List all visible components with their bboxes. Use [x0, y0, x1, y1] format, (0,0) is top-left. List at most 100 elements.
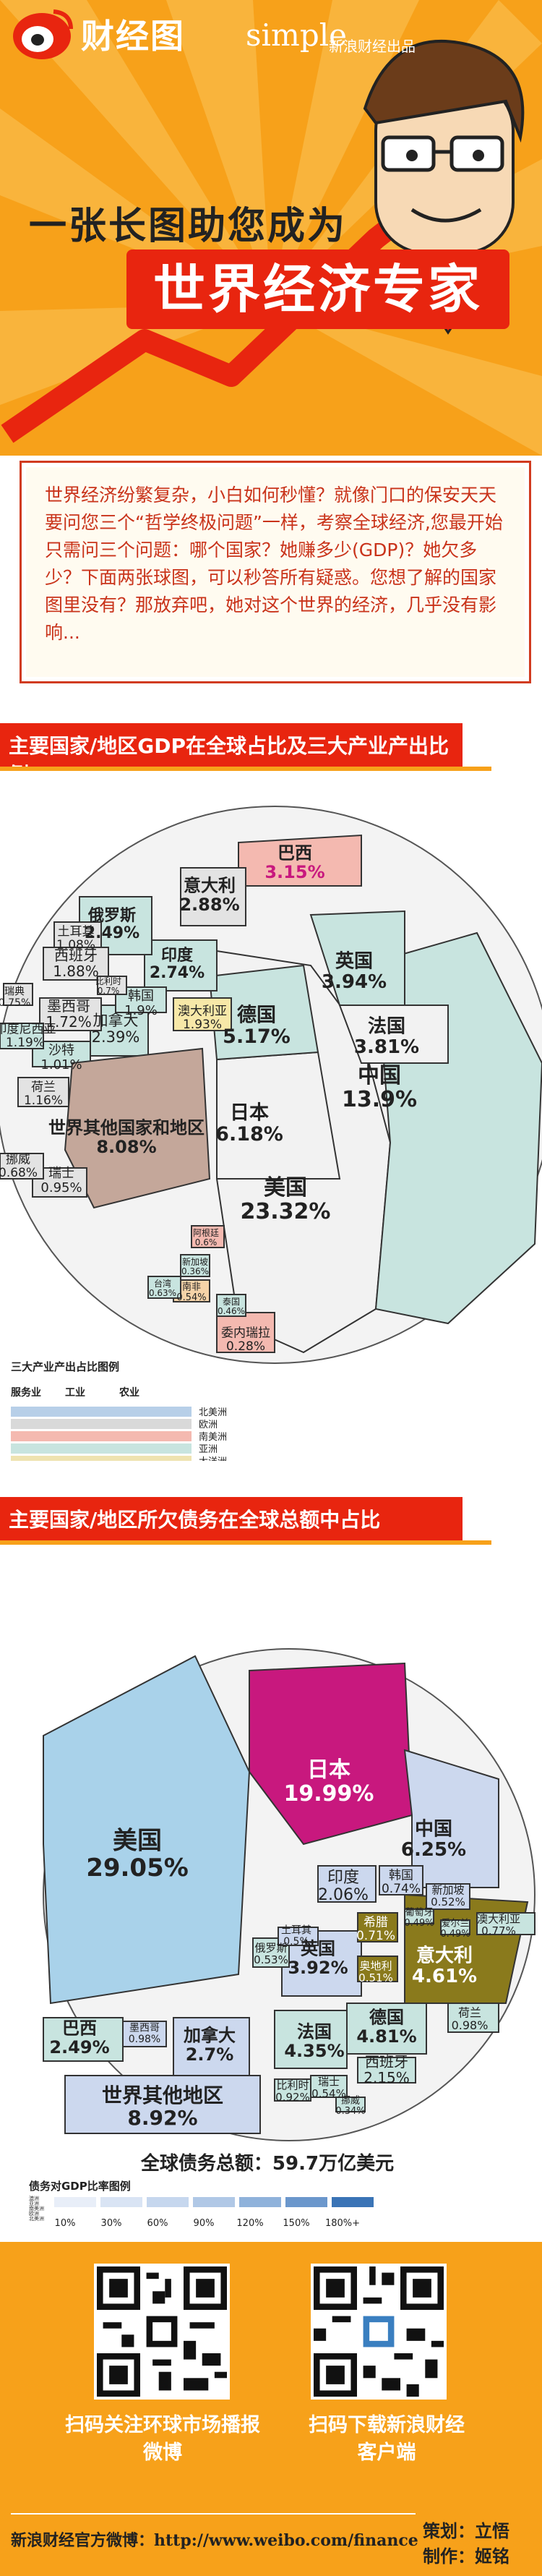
debt-cell-15	[357, 1912, 398, 1942]
debt-label-10: 世界其他地区	[102, 2084, 223, 2107]
gdp-cell-26	[216, 1294, 246, 1317]
intro-box: 世界经济纷繁复杂，小白如何秒懂？就像门口的保安天天要问您三个“哲学终极问题”一样…	[22, 463, 529, 681]
debt-value-18: 0.53%	[254, 1953, 288, 1966]
gdp-label-16: 土耳其	[58, 924, 95, 939]
gdp-label-21: 印度尼西亚	[0, 1022, 56, 1036]
debt-cell-22	[357, 1956, 398, 1982]
gdp-value-4: 3.94%	[322, 971, 387, 993]
debt-legend-swatch-1	[100, 2197, 142, 2207]
gdp-label-7: 意大利	[184, 876, 236, 896]
gdp-label-28: 新加坡	[182, 1256, 208, 1267]
debt-label-16: 荷兰	[458, 2005, 481, 2019]
sina-logo-icon	[13, 9, 73, 59]
gdp-legend-title: 三大产业产出占比图例	[11, 1360, 119, 1373]
debt-value-7: 2.15%	[364, 2069, 410, 2086]
debt-value-8: 2.7%	[186, 2044, 234, 2065]
planner-label: 策划：立悟	[423, 2521, 509, 2541]
gdp-value-20: 0.75%	[0, 997, 30, 1009]
gdp-cell-24	[97, 976, 127, 995]
gdp-label-24: 比利时	[95, 976, 121, 986]
debt-legend-swatch-2	[147, 2197, 189, 2207]
debt-value-19: 0.5%	[283, 1936, 309, 1948]
debt-label-20: 葡萄牙	[405, 1908, 433, 1919]
debt-legend-swatch-5	[285, 2197, 327, 2207]
debt-value-11: 2.06%	[318, 1886, 369, 1904]
debt-value-2: 6.25%	[401, 1839, 466, 1861]
section1-title: 主要国家/地区GDP在全球占比及三大产业产出比例	[9, 734, 449, 787]
gdp-value-21: 1.19%	[6, 1036, 45, 1050]
gdp-value-10: 2.39%	[92, 1028, 140, 1046]
debt-value-25: 0.34%	[335, 2106, 365, 2117]
brand-subtitle: simple	[246, 17, 347, 53]
gdp-label-2: 日本	[230, 1101, 269, 1124]
debt-label-6: 法国	[297, 2022, 332, 2042]
debt-legend-title: 债务对GDP比率图例	[29, 2180, 131, 2193]
gdp-label-11: 澳大利亚	[178, 1004, 227, 1018]
gdp-label-5: 法国	[368, 1015, 405, 1037]
gdp-value-24: 0.7%	[98, 986, 120, 996]
debt-legend-tick-5: 150%	[283, 2218, 309, 2229]
debt-cell-14	[476, 1912, 535, 1935]
debt-value-5: 4.81%	[356, 2026, 416, 2047]
gdp-value-7: 2.88%	[179, 895, 239, 915]
qr-code-app-icon[interactable]	[311, 2264, 447, 2400]
debt-cell-21	[440, 1919, 470, 1935]
gdp-value-29: 0.6%	[195, 1237, 218, 1248]
debt-label-1: 日本	[307, 1757, 350, 1783]
debt-cell-7	[357, 2057, 416, 2084]
debt-label-13: 新加坡	[431, 1884, 464, 1897]
debt-value-6: 4.35%	[284, 2041, 344, 2061]
gdp-legend-col-2: 农业	[119, 1386, 139, 1399]
debt-label-25: 挪威	[341, 2096, 360, 2107]
gdp-label-22: 挪威	[6, 1152, 30, 1167]
gdp-value-13: 1.88%	[53, 963, 99, 980]
qr-code-weibo-icon[interactable]	[94, 2264, 230, 2400]
gdp-value-23: 0.54%	[176, 1292, 206, 1303]
gdp-label-6: 巴西	[278, 843, 312, 863]
weibo-url-link[interactable]: http://www.weibo.com/finance	[154, 2531, 418, 2550]
gdp-value-5: 3.81%	[354, 1036, 419, 1058]
debt-value-23: 0.54%	[311, 2087, 346, 2100]
section1-underline	[0, 767, 491, 771]
gdp-cell-11	[173, 997, 232, 1031]
gdp-cell-28	[180, 1254, 210, 1277]
debt-label-24: 比利时	[276, 2079, 309, 2092]
debt-label-11: 印度	[327, 1869, 359, 1887]
gdp-value-3: 5.17%	[223, 1025, 291, 1048]
weibo-label: 新浪财经官方微博：	[11, 2532, 155, 2550]
debt-cell-19	[278, 1927, 319, 1946]
gdp-cell-25	[216, 1312, 275, 1353]
debt-legend-swatch-3	[193, 2197, 235, 2207]
debt-label-12: 韩国	[389, 1868, 413, 1882]
gdp-label-10: 加拿大	[93, 1012, 139, 1029]
gdp-legend-swatch-4	[11, 1456, 192, 1461]
debt-cell-9	[43, 2017, 124, 2062]
debt-label-17: 墨西哥	[129, 2023, 160, 2034]
debt-legend-swatch-0	[54, 2197, 96, 2207]
qr2-caption: 扫码下载新浪财经 客户端	[267, 2412, 506, 2467]
gdp-legend-col-1: 工业	[65, 1387, 85, 1399]
section2-title: 主要国家/地区所欠债务在全球总额中占比	[9, 1508, 381, 1532]
debt-legend-tick-4: 120%	[236, 2218, 263, 2229]
gdp-label-17: 沙特	[48, 1043, 74, 1058]
debt-legend-tick-0: 10%	[55, 2218, 76, 2229]
debt-legend-tick-3: 90%	[194, 2218, 215, 2229]
debt-label-7: 西班牙	[365, 2053, 408, 2070]
debt-cell-1	[249, 1662, 413, 1846]
gdp-value-27: 0.63%	[149, 1288, 176, 1298]
gdp-legend-region-1: 欧洲	[199, 1420, 218, 1430]
gdp-value-26: 0.46%	[218, 1306, 245, 1316]
gdp-label-12: 韩国	[128, 989, 154, 1004]
gdp-label-27: 台湾	[154, 1278, 171, 1289]
debt-cell-12	[379, 1865, 423, 1895]
debt-cell-6	[274, 2010, 348, 2069]
gdp-value-22: 0.68%	[0, 1166, 38, 1180]
debt-cell-11	[317, 1865, 377, 1903]
gdp-value-18: 8.08%	[96, 1137, 156, 1157]
gdp-value-1: 13.9%	[342, 1087, 417, 1112]
debt-label-22: 奥地利	[359, 1960, 392, 1973]
debt-value-15: 0.71%	[356, 1929, 395, 1943]
gdp-legend-swatch-1	[11, 1419, 192, 1429]
debt-legend-region-4: 北美洲	[29, 2215, 44, 2222]
